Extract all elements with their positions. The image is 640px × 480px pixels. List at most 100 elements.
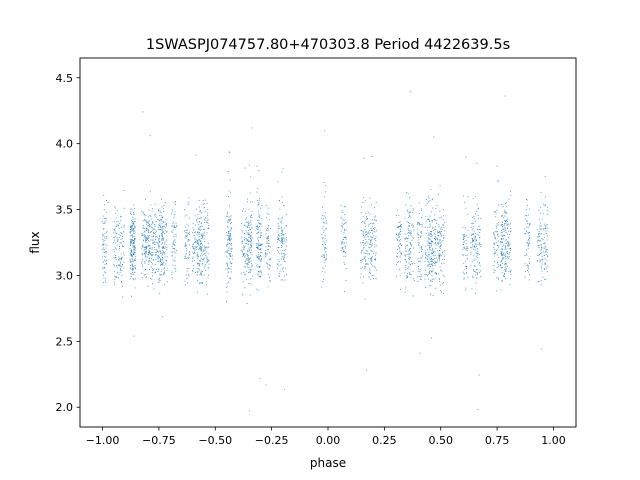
data-point — [546, 267, 548, 269]
data-point — [256, 228, 258, 229]
data-point — [228, 220, 230, 222]
data-point — [131, 254, 133, 256]
data-point — [248, 241, 249, 243]
data-point — [546, 251, 548, 253]
data-point — [368, 223, 370, 225]
data-point — [366, 263, 368, 265]
data-point — [399, 221, 401, 223]
data-point — [246, 254, 248, 255]
data-point — [159, 226, 161, 228]
data-point — [502, 249, 504, 251]
data-point — [466, 258, 468, 260]
data-point — [230, 215, 232, 217]
data-point — [501, 215, 503, 217]
data-point — [188, 217, 190, 219]
data-point — [205, 264, 206, 266]
data-point — [249, 216, 251, 218]
data-point — [432, 227, 434, 229]
data-point — [227, 275, 228, 277]
data-point — [322, 243, 323, 245]
data-point — [442, 224, 444, 226]
data-point — [230, 255, 232, 257]
data-point — [134, 239, 136, 241]
data-point — [160, 263, 162, 265]
data-point — [258, 271, 260, 273]
data-point — [229, 205, 230, 207]
data-point — [495, 227, 497, 229]
data-point — [413, 225, 414, 227]
data-point — [241, 236, 243, 238]
data-point — [118, 227, 120, 229]
data-point — [464, 201, 465, 203]
data-point — [161, 262, 162, 264]
data-point — [162, 264, 164, 265]
data-point — [198, 206, 200, 208]
data-point — [277, 238, 278, 240]
data-point — [196, 208, 198, 210]
data-point — [247, 255, 248, 257]
data-point — [494, 248, 496, 250]
data-point — [374, 215, 376, 217]
data-point — [119, 246, 120, 247]
data-point — [120, 238, 122, 240]
data-point — [155, 249, 157, 251]
data-point — [241, 272, 243, 274]
data-point — [280, 228, 282, 230]
data-point — [152, 263, 154, 265]
data-point — [230, 238, 232, 240]
data-point — [442, 282, 444, 283]
data-point — [539, 236, 540, 238]
data-point — [406, 261, 408, 263]
data-point — [144, 237, 146, 239]
data-point — [506, 212, 508, 214]
data-point — [134, 253, 136, 255]
data-point — [442, 253, 444, 255]
data-point — [424, 274, 426, 276]
data-point — [175, 270, 177, 272]
data-point — [204, 252, 206, 254]
data-point — [543, 236, 545, 238]
data-point — [404, 233, 406, 235]
data-point — [430, 243, 432, 245]
data-point — [362, 282, 364, 284]
data-point — [199, 248, 201, 249]
data-point — [529, 224, 531, 225]
data-point — [162, 231, 164, 233]
data-point — [151, 266, 152, 268]
data-point — [407, 232, 409, 234]
data-point — [257, 255, 259, 257]
data-point — [537, 236, 539, 238]
data-point — [249, 229, 251, 231]
data-point — [188, 201, 190, 203]
data-point — [121, 257, 123, 259]
data-point — [148, 220, 150, 222]
data-point — [121, 238, 123, 240]
data-point — [408, 266, 410, 268]
data-point — [442, 251, 443, 253]
data-point — [374, 258, 376, 260]
data-point — [119, 258, 121, 260]
data-point — [365, 225, 367, 227]
data-point — [249, 257, 251, 259]
data-point — [166, 281, 168, 283]
data-point — [362, 234, 364, 236]
data-point — [508, 244, 510, 245]
data-point — [363, 258, 365, 260]
data-point — [409, 232, 411, 234]
data-point — [465, 207, 467, 209]
data-point — [200, 282, 202, 284]
data-point — [434, 277, 436, 279]
data-point — [428, 234, 430, 236]
data-point — [144, 253, 146, 255]
data-point — [259, 378, 261, 379]
data-point — [537, 233, 539, 235]
data-point — [153, 224, 155, 226]
data-point — [160, 264, 162, 265]
data-point — [281, 235, 283, 237]
data-point — [368, 254, 370, 256]
data-point — [429, 226, 431, 228]
data-point — [434, 264, 436, 266]
data-point — [278, 238, 280, 239]
data-point — [246, 257, 248, 259]
data-point — [251, 275, 253, 277]
